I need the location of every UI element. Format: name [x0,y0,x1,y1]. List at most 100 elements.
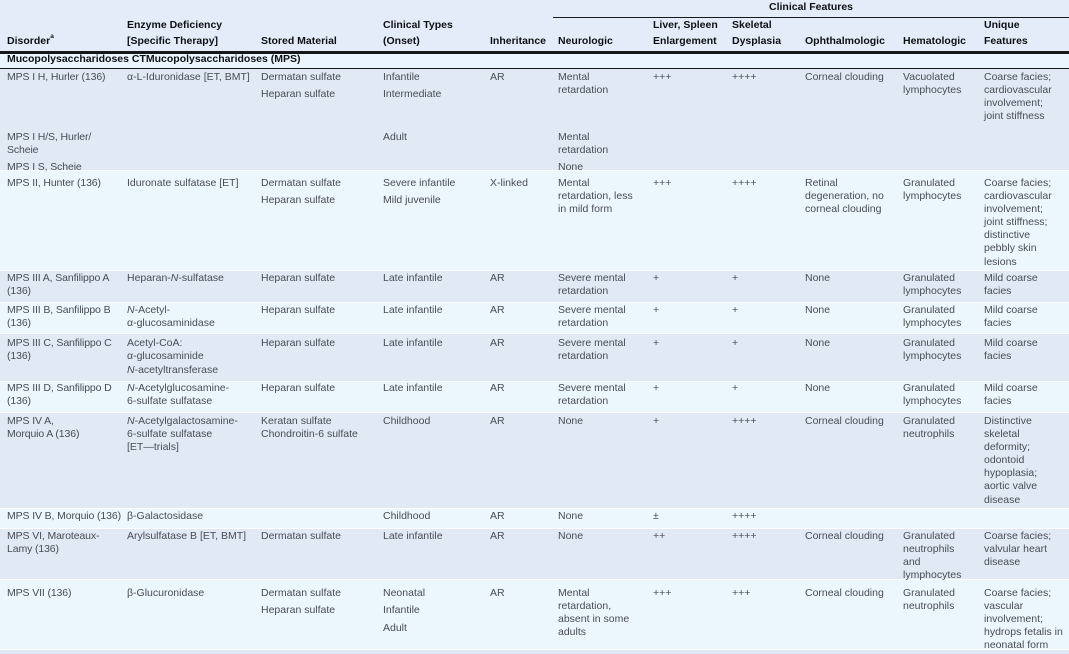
cell-line: Heparan sulfate [261,303,336,316]
cell-line: Chondroitin-6 sulfate [261,427,358,440]
cell-line: lymphocytes [903,395,962,408]
cell-line: + [653,414,660,427]
cell-paragraph: Late infantile [383,337,485,350]
cell-line: retardation [558,395,609,408]
cell-paragraph: AR [490,530,552,543]
cell-line: MPS VII (136) [7,586,72,599]
cell-line: β-Galactosidase [127,510,204,523]
cell-line: facies [984,316,1012,329]
cell-paragraph: Retinal degeneration, no corneal cloudin… [805,177,899,217]
cell-line: MPS III A, Sanfilippo A [7,271,110,284]
cell-paragraph: None [805,304,899,317]
cell-paragraph: Granulated lymphocytes [903,272,981,298]
cell-paragraph: None [805,337,899,350]
cell-paragraph: Late infantile [383,304,485,317]
cell-line: N-Acetylglucosamine- [127,382,230,395]
band-mps-vii [0,580,1069,649]
cell-line: 6-sulfate sulfatase [127,427,213,440]
cell-line: None [558,529,584,542]
cell-paragraph: Granulated neutrophils [903,415,981,441]
cell-paragraph: +++ [653,177,728,190]
cell-paragraph: + [732,272,802,285]
cell-unique: Distinctive skeletal deformity; odontoid… [984,415,1068,507]
cell-paragraph: Mild coarse facies [984,382,1068,408]
cell-paragraph: Granulated neutrophils and lymphocytes [903,530,981,583]
cell-line: retardation [558,83,609,96]
cell-line: Corneal clouding [805,70,884,83]
cell-types: Neonatal Infantile Adult [383,587,485,636]
cell-line: Dermatan sulfate [261,176,341,189]
band-mps-iii-d [0,382,1069,412]
cell-ophthalmologic: Corneal clouding [805,71,899,84]
cell-paragraph: ± [653,510,728,523]
header-bottom-rule [0,51,1069,54]
cell-unique: Mild coarse facies [984,337,1068,363]
cell-paragraph: MPS IV B, Morquio (136) [7,510,121,523]
cell-unique: Coarse facies; cardiovascular involvemen… [984,177,1068,269]
cell-line: valvular heart [984,542,1048,555]
cell-line: Granulated [903,414,955,427]
cell-line: Granulated [903,303,955,316]
cell-line: +++ [653,70,672,83]
cell-paragraph: Vacuolated lymphocytes [903,71,981,97]
cell-line: hypoplasia; [984,467,1038,480]
cell-paragraph: Neonatal [383,587,485,600]
cell-line: lymphocytes [903,316,962,329]
cell-line: corneal clouding [805,202,882,215]
cell-paragraph: + [732,382,802,395]
cell-paragraph: AR [490,587,552,600]
cell-paragraph: Mental retardation, absent in some adult… [558,587,650,640]
cell-line: Dermatan sulfate [261,529,341,542]
cell-paragraph: + [653,415,728,428]
cell-inheritance: AR [490,587,552,600]
cell-ophthalmologic: None [805,304,899,317]
cell-hematologic: Granulated neutrophils [903,587,981,613]
cell-line: aortic valve [984,480,1038,493]
cell-line: retardation [558,350,609,363]
cell-line: MPS II, Hunter (136) [7,176,101,189]
cell-skeletal: + [732,272,802,285]
cell-paragraph: N-Acetylglucosamine- 6-sulfate sulfatase [127,382,257,408]
cell-line: retardation [558,284,609,297]
cell-line: AR [490,337,505,350]
cell-line: Late infantile [383,529,443,542]
cell-line: Intermediate [383,88,442,101]
cell-line: AR [490,303,505,316]
cell-line: Late infantile [383,303,443,316]
cell-paragraph: Corneal clouding [805,71,899,84]
cell-skeletal: +++ [732,587,802,600]
cell-line: absent in some [558,612,630,625]
cell-paragraph: Mild juvenile [383,194,485,207]
cell-line: lesions [984,255,1017,268]
cell-paragraph: Childhood [383,510,485,523]
cell-stored: Dermatan sulfate Heparan sulfate [261,71,379,102]
cell-line: Heparan sulfate [261,88,336,101]
cell-liver: +++ [653,177,728,190]
column-header-line: Disordera [7,33,54,48]
cell-line: Severe mental [558,271,626,284]
cell-stored: Dermatan sulfate Heparan sulfate [261,587,379,618]
cell-line: Heparan sulfate [261,604,336,617]
cell-line: α-glucosaminidase [127,316,215,329]
cell-neurologic: None [558,510,650,523]
cell-inheritance: AR [490,272,552,285]
cell-skeletal: ++++ [732,177,802,190]
cell-paragraph: Heparan sulfate [261,382,379,395]
cell-unique: Mild coarse facies [984,304,1068,330]
band-mps-iv-a [0,413,1069,508]
cell-paragraph: Severe mental retardation [558,304,650,330]
column-header-line: Clinical Types [383,19,453,31]
cell-disorder: MPS IV B, Morquio (136) [7,510,121,523]
cell-paragraph: Coarse facies; valvular heart disease [984,530,1068,570]
cell-line: Late infantile [383,382,443,395]
cell-line: +++ [653,586,672,599]
cell-paragraph: Severe mental retardation [558,382,650,408]
band-next-row [0,650,1069,654]
cell-line: Mild coarse [984,303,1038,316]
cell-enzyme: Arylsulfatase B [ET, BMT] [127,530,257,543]
cell-line: Late infantile [383,271,443,284]
cell-paragraph: Granulated lymphocytes [903,177,981,203]
cell-paragraph: MPS II, Hunter (136) [7,177,121,190]
cell-paragraph: Heparan-N-sulfatase [127,272,257,285]
cell-line: + [732,271,739,284]
